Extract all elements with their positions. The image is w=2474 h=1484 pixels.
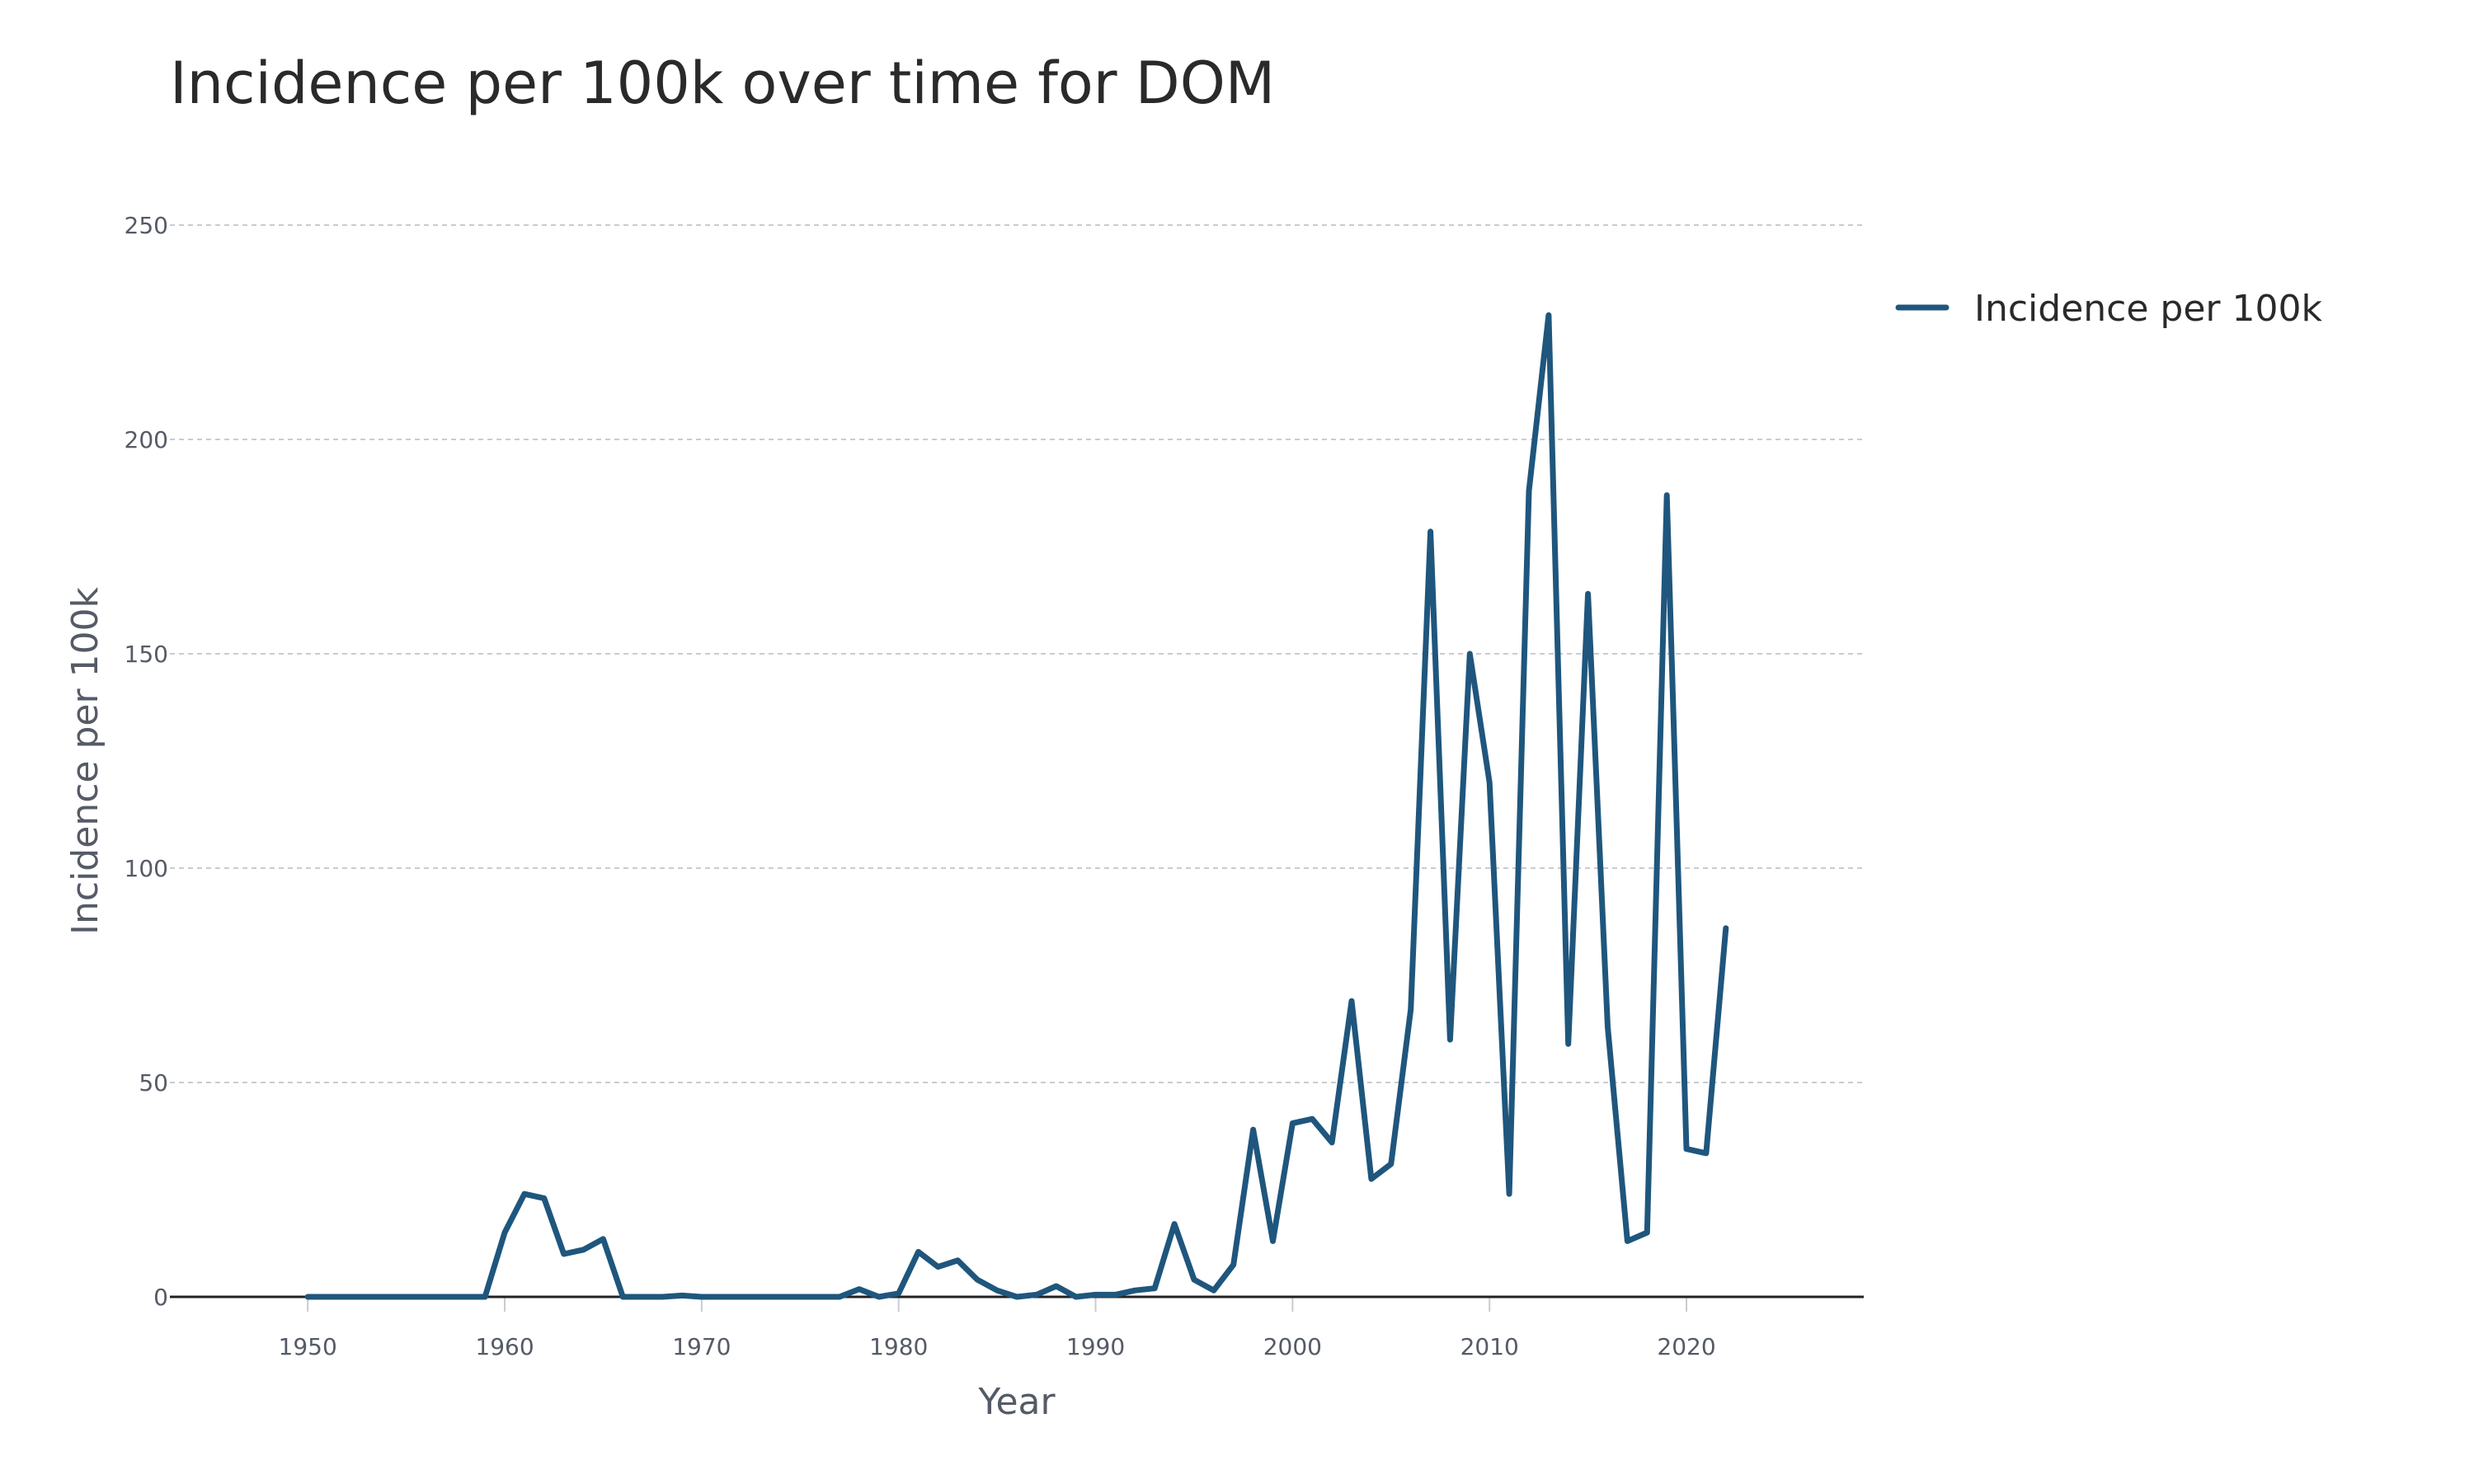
x-tick-label: 2020 xyxy=(1657,1333,1715,1360)
series-line xyxy=(304,312,1729,1300)
x-tick-label: 2000 xyxy=(1263,1333,1322,1360)
legend-label: Incidence per 100k xyxy=(1974,288,2322,330)
x-tick-label: 1960 xyxy=(475,1333,534,1360)
legend[interactable]: Incidence per 100k xyxy=(1895,288,2322,330)
y-tick-label: 250 xyxy=(125,212,168,239)
x-tick-label: 1950 xyxy=(279,1333,337,1360)
x-tick-label: 2010 xyxy=(1460,1333,1519,1360)
y-tick-label: 100 xyxy=(125,855,168,882)
grid-lines xyxy=(170,224,1864,1083)
y-axis-title: Incidence per 100k xyxy=(64,587,106,935)
y-tick-labels: 0 50 100 150 200 250 xyxy=(125,212,168,1311)
y-tick-label: 0 xyxy=(153,1284,168,1311)
x-tick-label: 1980 xyxy=(869,1333,928,1360)
chart-title: Incidence per 100k over time for DOM xyxy=(170,49,1276,117)
x-tick-labels: 1950 1960 1970 1980 1990 2000 2010 2020 xyxy=(279,1297,1716,1360)
y-tick-label: 50 xyxy=(139,1069,168,1097)
x-tick-label: 1990 xyxy=(1066,1333,1125,1360)
x-axis-title: Year xyxy=(977,1381,1056,1423)
x-tick-label: 1970 xyxy=(672,1333,731,1360)
y-tick-label: 200 xyxy=(125,426,168,453)
series-layer xyxy=(304,312,1729,1300)
y-tick-label: 150 xyxy=(125,641,168,668)
